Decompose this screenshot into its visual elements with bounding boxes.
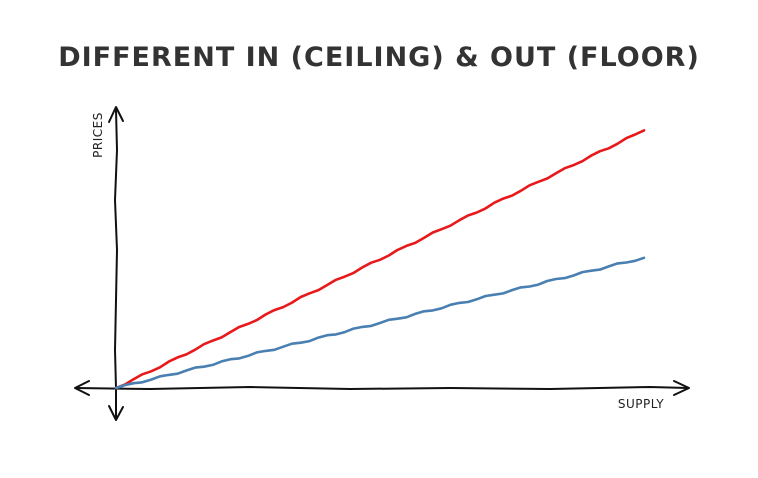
y-axis: [108, 106, 124, 421]
x-axis: [74, 380, 690, 396]
series-line-1: [114, 129, 646, 390]
y-axis-arrow-top: [108, 106, 124, 123]
series-group: [114, 129, 646, 390]
x-axis-arrow-right: [673, 380, 690, 396]
y-axis-label: PRICES: [91, 112, 105, 158]
chart-title: DIFFERENT IN (CEILING) & OUT (FLOOR): [58, 42, 700, 73]
series-line-2: [114, 256, 646, 390]
x-axis-label: SUPPLY: [618, 397, 664, 411]
y-axis-arrow-bottom: [108, 405, 124, 421]
y-axis-line: [114, 109, 118, 419]
x-axis-arrow-left: [74, 380, 90, 396]
x-axis-line: [75, 386, 689, 390]
